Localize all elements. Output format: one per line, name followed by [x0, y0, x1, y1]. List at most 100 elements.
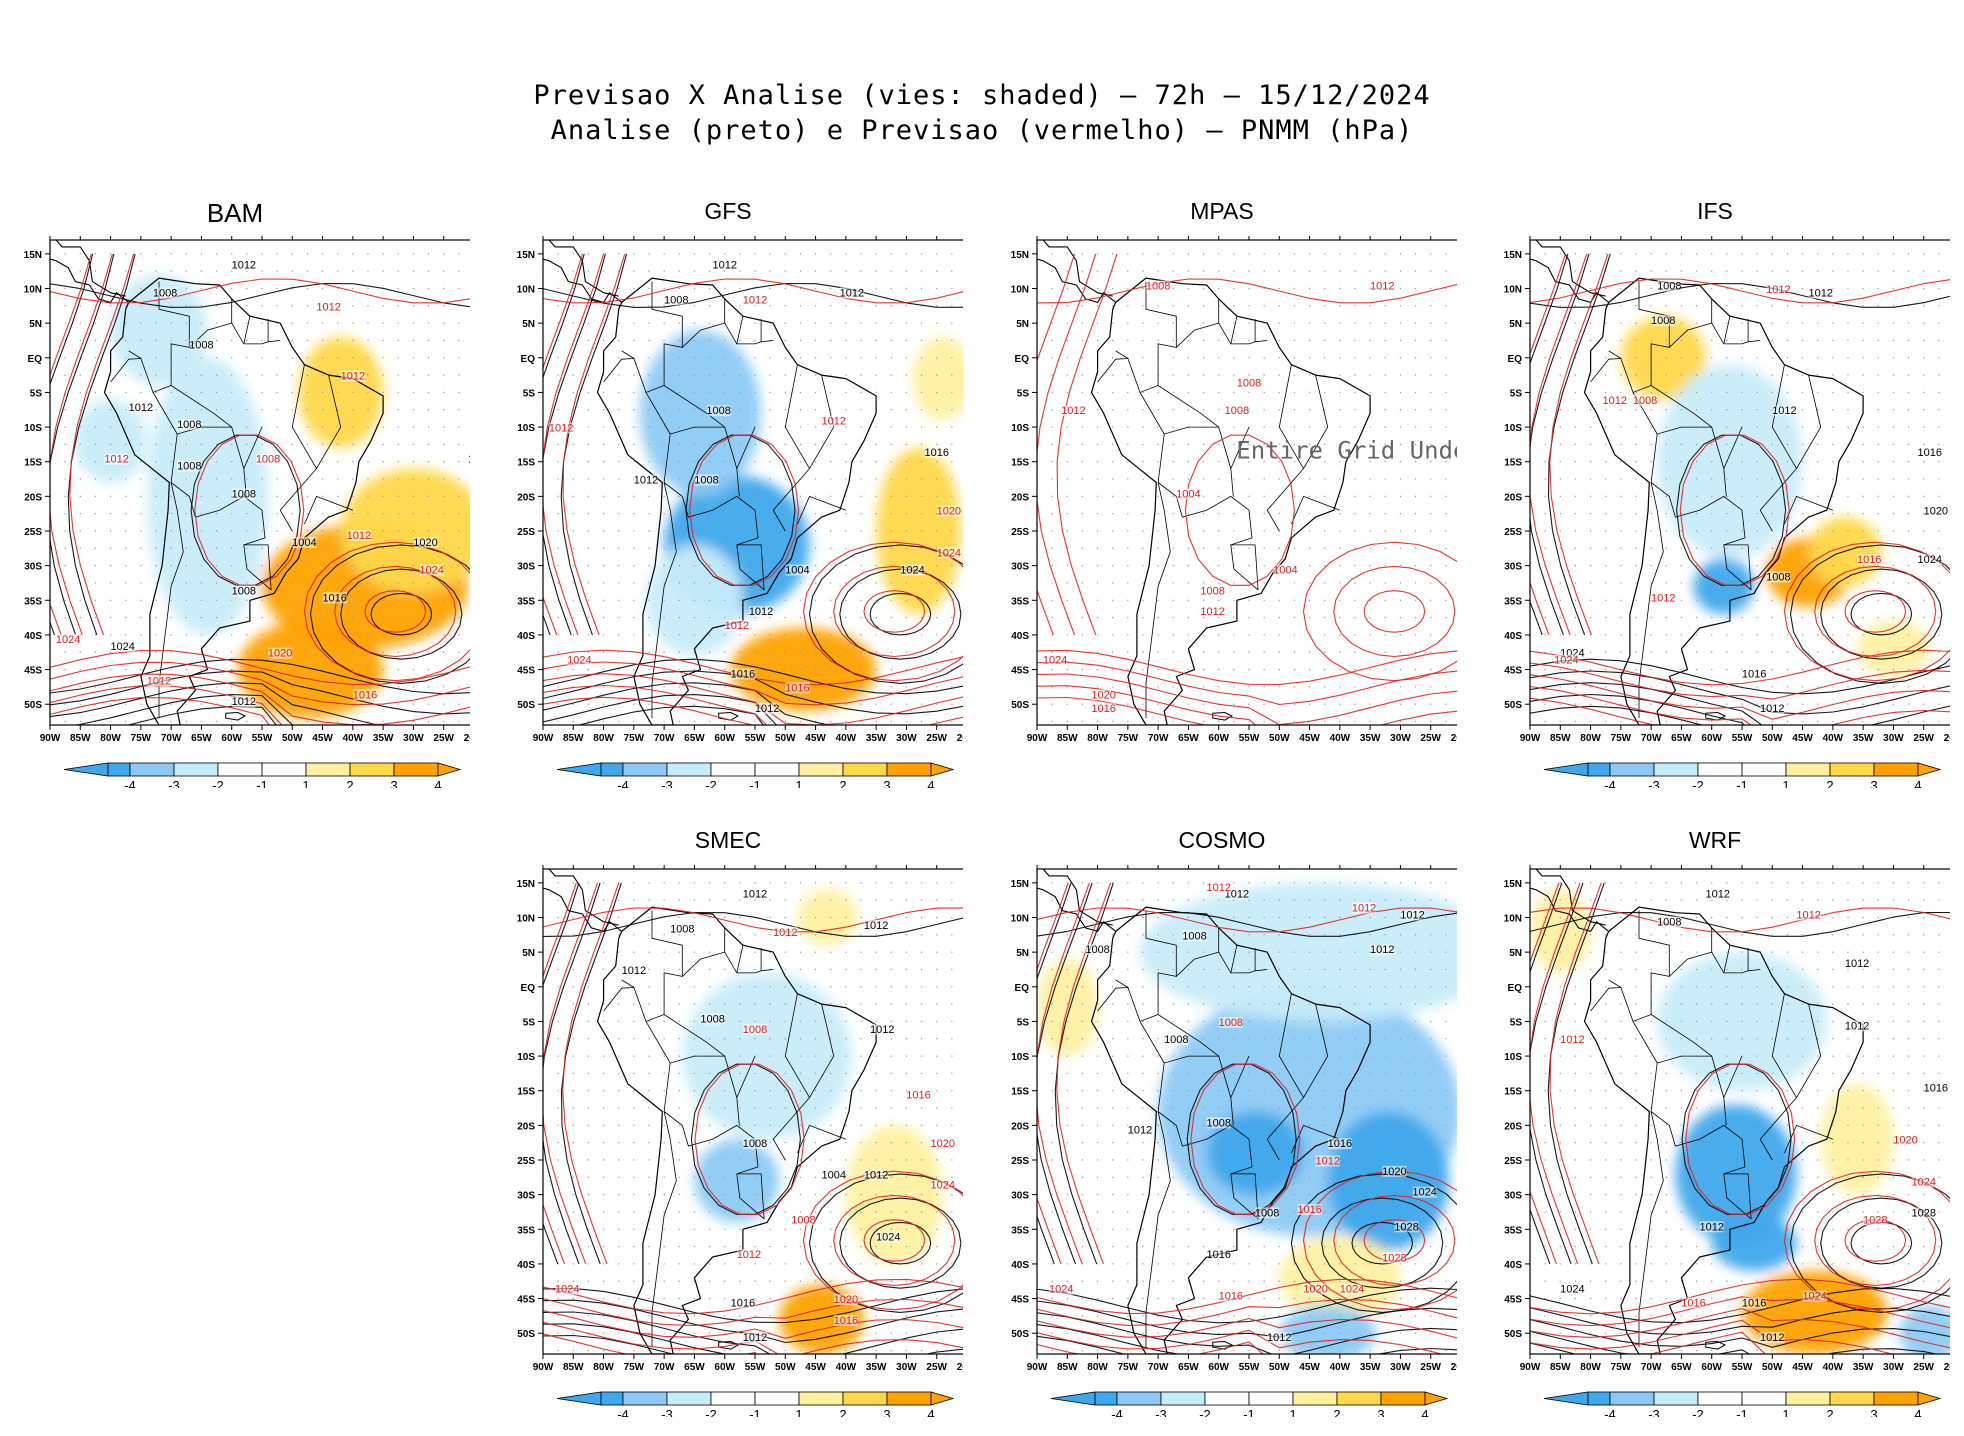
forecast-isobar-2-12: [1184, 434, 1295, 586]
forecast-isobar-2-11: [1037, 278, 1457, 304]
analysis-label-gfs-4: 1012: [634, 475, 658, 487]
border-ifs-14: [1796, 375, 1822, 469]
analysis-isobar-5-6: [1321, 1197, 1444, 1289]
forecast-label-bam-1: 1012: [341, 371, 365, 383]
central-america-coast-gfs: [543, 258, 623, 304]
forecast-isobar-3-8: [1530, 253, 1567, 636]
y-tick-gfs-11: 40S: [517, 631, 535, 642]
analysis-label-ifs-3: 1012: [1772, 405, 1796, 417]
analysis-label-smec-2: 1012: [864, 920, 888, 932]
forecast-isobar-1-0: [543, 649, 963, 686]
colorbar-box-ifs-1: [1609, 762, 1655, 777]
colorbar-label-wrf-2: -2: [1692, 1407, 1704, 1417]
x-tick-cosmo-14: 20W: [1451, 1362, 1457, 1373]
forecast-label-ifs-1: 1012: [1603, 395, 1627, 407]
analysis-isobar-3-1: [1530, 670, 1950, 715]
panel-cosmo: COSMO 1012 1012 1012 1008 1008 1008 1012 1008 101…: [987, 827, 1457, 1417]
analysis-label-gfs-7: 1004: [785, 565, 809, 577]
x-tick-bam-11: 35W: [373, 733, 394, 744]
border-cosmo-1: [1157, 1055, 1219, 1112]
y-tick-wrf-3: EQ: [1508, 983, 1523, 994]
y-tick-bam-9: 30S: [24, 562, 42, 573]
y-tick-bam-5: 10S: [24, 423, 42, 434]
forecast-isobar-6-0: [1530, 1278, 1950, 1315]
border-gfs-1: [663, 426, 725, 483]
border-cosmo-6: [1097, 987, 1141, 1022]
colorbar-box-bam-5: [305, 762, 351, 777]
analysis-isobar-1-10: [560, 253, 628, 636]
forecast-isobar-6-3: [1530, 1319, 1895, 1354]
analysis-isobar-3-2: [1530, 682, 1950, 725]
x-tick-ifs-13: 25W: [1913, 733, 1934, 744]
border-wrf-1: [1650, 1055, 1712, 1112]
border-ifs-12: [1650, 385, 1712, 428]
border-smec-4: [736, 1173, 765, 1219]
colorbar-arrow-left-cosmo: [1050, 1391, 1096, 1406]
forecast-label-gfs-0: 1012: [743, 294, 767, 306]
border-ifs-1: [1650, 426, 1712, 483]
y-tick-ifs-5: 10S: [1504, 423, 1522, 434]
border-bam-8: [189, 298, 233, 348]
border-smec-6: [603, 987, 647, 1022]
colorbar-label-cosmo-4: 1: [1289, 1407, 1296, 1417]
colorbar-arrow-right-smec: [930, 1391, 955, 1406]
colorbar-label-smec-6: 3: [883, 1407, 890, 1417]
colorbar-label-ifs-6: 3: [1870, 778, 1877, 788]
border-mpas-5: [1139, 281, 1177, 435]
x-tick-cosmo-10: 40W: [1330, 1362, 1351, 1373]
analysis-label-cosmo-4: 1008: [1182, 930, 1206, 942]
analysis-label-ifs-6: 1008: [1766, 572, 1790, 584]
map-bam: 1012 1008 1008 1012 1012 1008 1008 1008 1016 1004…: [24, 236, 470, 788]
colorbar-label-wrf-7: 4: [1914, 1407, 1921, 1417]
forecast-isobar-5-1: [1037, 1298, 1457, 1326]
forecast-isobar-1-11: [543, 278, 963, 304]
y-tick-smec-1: 10N: [517, 914, 535, 925]
analysis-label-bam-12: 1020: [413, 537, 437, 549]
border-smec-15: [736, 1055, 756, 1098]
colorbar-label-cosmo-6: 3: [1377, 1407, 1384, 1417]
colorbar-box-bam-6: [349, 762, 395, 777]
colorbar-label-wrf-5: 2: [1826, 1407, 1833, 1417]
colorbar-bam: -4 -3 -2 -1 1 2 3 4: [63, 762, 462, 788]
colorbar-arrow-right-cosmo: [1424, 1391, 1449, 1406]
forecast-label-gfs-4: 1024: [937, 547, 961, 559]
y-tick-gfs-8: 25S: [517, 527, 535, 538]
forecast-label-gfs-5: 1012: [725, 620, 749, 632]
y-tick-bam-0: 15N: [24, 250, 42, 261]
y-tick-cosmo-2: 5N: [1016, 948, 1029, 959]
forecast-isobar-4-11: [543, 907, 963, 933]
x-tick-bam-2: 80W: [100, 733, 121, 744]
x-tick-cosmo-9: 45W: [1299, 1362, 1320, 1373]
colorbar-label-gfs-0: -4: [617, 778, 629, 788]
bias-shading-bam: [74, 274, 470, 719]
forecast-isobar-3-12: [1679, 434, 1790, 586]
y-tick-bam-10: 35S: [24, 596, 42, 607]
analysis-label-wrf-0: 1012: [1706, 889, 1730, 901]
analysis-isobar-3-12: [1676, 434, 1787, 586]
panel-title-ifs: IFS: [1697, 198, 1733, 224]
analysis-label-bam-0: 1012: [232, 260, 256, 272]
central-america-coast-north-cosmo: [1042, 869, 1113, 926]
analysis-label-wrf-7: 1024: [1560, 1284, 1584, 1296]
forecast-isobar-3-5: [1844, 590, 1907, 633]
x-tick-cosmo-2: 80W: [1087, 1362, 1108, 1373]
analysis-isobar-0-1: [50, 670, 470, 715]
x-tick-ifs-3: 75W: [1611, 733, 1632, 744]
analysis-label-wrf-3: 1012: [1845, 1020, 1869, 1032]
border-wrf-12: [1650, 1014, 1712, 1057]
analysis-isobar-3-6: [1820, 568, 1943, 660]
analysis-isobar-5-8: [1037, 882, 1072, 1265]
forecast-label-cosmo-5: 1020: [1303, 1284, 1327, 1296]
x-tick-mpas-10: 40W: [1330, 733, 1351, 744]
main-title-line-1: Previsao X Analise (vies: shaded) — 72h …: [533, 80, 1431, 111]
analysis-label-cosmo-7: 1008: [1206, 1117, 1230, 1129]
colorbar-arrow-left-bam: [63, 762, 109, 777]
x-tick-smec-13: 25W: [926, 1362, 947, 1373]
y-tick-smec-12: 45S: [517, 1295, 535, 1306]
coastline-cosmo: [1090, 906, 1371, 1354]
analysis-isobar-0-3: [71, 694, 296, 725]
border-wrf-14: [1796, 1004, 1822, 1098]
y-tick-ifs-8: 25S: [1504, 527, 1522, 538]
y-tick-ifs-13: 50S: [1504, 700, 1522, 711]
y-tick-smec-10: 35S: [517, 1225, 535, 1236]
